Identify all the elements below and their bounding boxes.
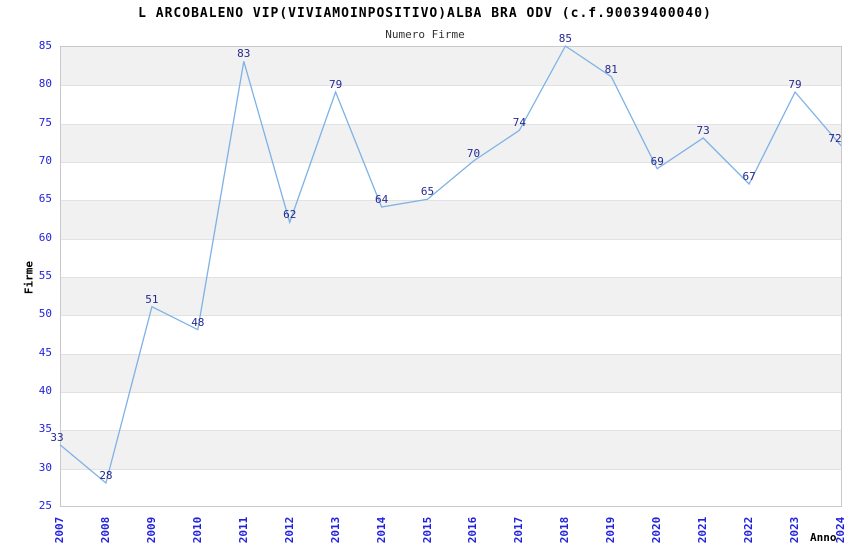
y-tick-label: 70 [38, 154, 52, 167]
plot-band [61, 123, 841, 162]
x-tick-label: 2024 [834, 516, 847, 544]
x-tick-label: 2023 [788, 516, 802, 544]
gridline [61, 315, 841, 317]
y-tick-label: 80 [38, 77, 52, 91]
data-point-label: 81 [604, 62, 618, 76]
gridline [61, 430, 841, 432]
x-tick-label: 2012 [282, 516, 296, 544]
y-tick-label: 30 [38, 460, 52, 474]
y-tick-label: 35 [38, 422, 52, 436]
gridline [61, 123, 841, 125]
y-tick-label: 40 [38, 384, 52, 397]
data-point-label: 64 [374, 193, 389, 206]
data-point-label: 79 [788, 78, 802, 91]
x-tick-label: 2016 [466, 516, 480, 544]
gridline [61, 162, 841, 163]
data-point-label: 62 [283, 208, 297, 222]
x-tick-label: 2007 [53, 516, 66, 544]
plot-band [61, 430, 841, 469]
y-tick-label: 45 [38, 345, 52, 359]
y-tick-label: 75 [38, 115, 52, 129]
chart-title: L ARCOBALENO VIP(VIVIAMOINPOSITIVO)ALBA … [138, 6, 712, 21]
y-tick-label: 55 [38, 269, 52, 282]
plot-band [61, 353, 841, 392]
y-tick-label: 85 [38, 39, 52, 52]
plot-area [60, 46, 842, 507]
data-point-label: 65 [420, 185, 435, 199]
data-point-label: 85 [558, 32, 572, 45]
x-tick-label: 2018 [558, 516, 572, 544]
y-tick-label: 65 [38, 192, 52, 206]
data-point-label: 73 [696, 124, 710, 137]
plot-band [61, 277, 841, 316]
gridline [61, 238, 841, 240]
plot-band [61, 47, 841, 86]
gridline [61, 200, 841, 202]
x-tick-label: 2008 [98, 516, 112, 544]
x-tick-label: 2020 [650, 516, 664, 544]
x-tick-label: 2014 [374, 516, 388, 544]
x-tick-label: 2022 [742, 516, 756, 544]
plot-band [61, 200, 841, 239]
y-tick-label: 50 [38, 307, 52, 321]
data-point-label: 33 [50, 430, 64, 444]
y-axis-title: Firme [22, 260, 36, 295]
x-tick-label: 2015 [420, 516, 434, 544]
data-point-label: 51 [145, 292, 159, 306]
x-tick-label: 2010 [190, 516, 204, 544]
x-tick-label: 2011 [236, 516, 250, 544]
x-tick-label: 2021 [696, 516, 710, 544]
gridline [61, 392, 841, 393]
gridline [61, 85, 841, 87]
data-point-label: 83 [237, 47, 251, 61]
data-point-label: 74 [512, 116, 527, 130]
gridline [61, 353, 841, 355]
y-tick-label: 60 [38, 230, 52, 244]
data-point-label: 72 [828, 131, 842, 145]
x-tick-label: 2013 [328, 516, 342, 544]
chart-subtitle: Numero Firme [385, 28, 465, 41]
data-point-label: 48 [191, 315, 205, 329]
x-tick-label: 2017 [512, 516, 526, 544]
x-axis-title: Anno [810, 531, 837, 544]
gridline [61, 468, 841, 470]
data-point-label: 79 [329, 78, 343, 91]
data-point-label: 67 [742, 170, 756, 183]
gridline [61, 277, 841, 278]
y-tick-label: 25 [38, 499, 52, 512]
x-tick-label: 2009 [144, 516, 158, 544]
data-point-label: 28 [99, 469, 113, 482]
data-point-label: 69 [650, 154, 664, 168]
x-tick-label: 2019 [604, 516, 618, 544]
data-point-label: 70 [466, 147, 481, 160]
